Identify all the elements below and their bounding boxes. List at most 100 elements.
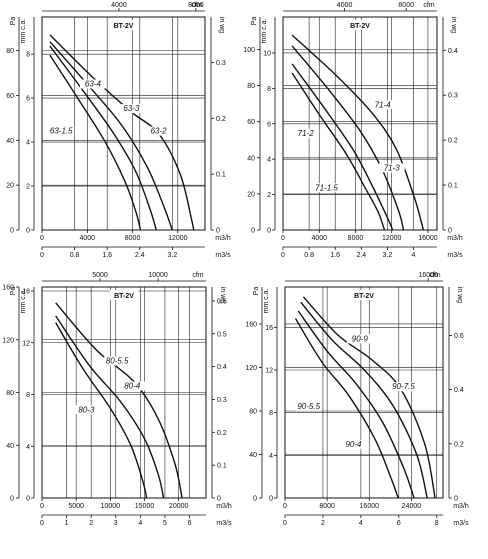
chart4-pa-tick-label: 160 — [245, 321, 257, 328]
chart4-m3s-tick-label: 6 — [397, 520, 401, 527]
chart3-m3h-label: m3/h — [216, 503, 232, 510]
chart4-mm-tick-label: 8 — [269, 410, 273, 417]
chart3-inwg-tick-label: 0.3 — [217, 397, 227, 404]
chart2-inwg-tick-label: 0.2 — [448, 138, 458, 145]
chart2-series-71-2 — [291, 63, 394, 231]
chart1-m3s-tick-label: 2.4 — [135, 252, 145, 259]
chart3-inwg-tick-label: 0.4 — [217, 364, 227, 371]
chart4-series-90-4 — [294, 318, 399, 499]
chart2-pa-tick-label: 20 — [247, 191, 255, 198]
chart4-m3h-tick-label: 16000 — [360, 503, 380, 510]
chart2-mm-tick-label: 0 — [267, 228, 271, 235]
chart2-curve-label: 71-1.5 — [315, 183, 338, 192]
chart3-inwg-tick-label: 0.2 — [217, 430, 227, 437]
chart2-m3h-tick-label: 12000 — [382, 235, 402, 242]
chart4-inwg-tick-label: 0.4 — [454, 387, 464, 394]
chart4-series-90-9 — [302, 296, 436, 499]
chart2-frame — [282, 16, 438, 231]
chart1-group — [16, 8, 214, 250]
chart2-m3s-tick-label: 3.2 — [383, 252, 393, 259]
chart2-m3s-tick-label: 1.6 — [330, 252, 340, 259]
chart1-pa-label: Pa — [10, 17, 17, 26]
chart1-pa-tick-label: 80 — [6, 48, 14, 55]
chart2-curve-label: 71-4 — [375, 100, 392, 109]
chart4-curve-label: 90-4 — [345, 440, 362, 449]
chart3-curve-label: 80-5.5 — [106, 356, 129, 365]
chart4-frame — [284, 286, 444, 499]
chart3-pa-label: Pa — [10, 287, 17, 296]
chart1-mm-label: mm c.a. — [20, 19, 27, 44]
chart1-inwg-label: in wg — [218, 17, 225, 33]
chart1-curve-label: 63-3 — [123, 104, 140, 113]
chart2-curve-label-bg — [292, 129, 319, 139]
chart3-m3s-tick-label: 1 — [65, 520, 69, 527]
chart3-cfm-label: cfm — [192, 272, 203, 279]
chart3-title-bg — [110, 290, 138, 300]
chart2-pa-label: Pa — [251, 17, 258, 26]
chart1-m3h-tick-label: 12000 — [168, 235, 188, 242]
chart3-m3h-tick-label: 10000 — [101, 503, 121, 510]
chart3-title: BT-2V — [114, 293, 134, 300]
chart4-inwg-tick-label: 0 — [454, 496, 458, 503]
chart4-inwg-tick-label: 0.6 — [454, 333, 464, 340]
chart3-m3s-tick-label: 6 — [188, 520, 192, 527]
chart4-title-bg — [350, 290, 378, 300]
chart3-series-80-5.5 — [55, 302, 183, 499]
chart4-m3h-tick-label: 24000 — [402, 503, 422, 510]
chart2-mm-tick-label: 10 — [263, 50, 271, 57]
chart2-m3h-label: m3/h — [447, 235, 463, 242]
chart3-curve-label: 80-4 — [124, 382, 141, 391]
chart1-pa-tick-label: 20 — [6, 183, 14, 190]
chart2-curve-label: 71-2 — [298, 129, 315, 138]
chart2-cfm-tick-label: 8000 — [398, 2, 414, 9]
chart4-curve-label: 90-7.5 — [392, 382, 415, 391]
chart1-inwg-tick-label: 0.2 — [216, 116, 226, 123]
chart4-m3h-tick-label: 8000 — [319, 503, 335, 510]
chart4-pa-tick-label: 40 — [249, 452, 257, 459]
chart2-curve-label-bg — [369, 100, 396, 110]
chart3-group — [16, 278, 215, 518]
chart1-curve-label-bg — [118, 104, 145, 114]
chart1-mm-tick-label: 2 — [26, 184, 30, 191]
chart1-cfm-tick-label: 8000 — [188, 2, 204, 9]
chart3-m3s-tick-label: 3 — [114, 520, 118, 527]
chart3-mm-label: mm c.a. — [20, 289, 27, 314]
chart2-mm-tick-label: 4 — [267, 157, 271, 164]
chart1-pa-tick-label: 0 — [10, 228, 14, 235]
chart3-m3s-label: m3/s — [216, 520, 232, 527]
chart4-mm-tick-label: 12 — [265, 367, 273, 374]
chart2-curve-label-bg — [313, 183, 340, 193]
chart2-curve-label: 71-3 — [384, 163, 401, 172]
chart3-pa-tick-label: 120 — [2, 337, 14, 344]
chart2-m3h-tick-label: 4000 — [311, 235, 327, 242]
chart1-m3s-tick-label: 1.6 — [102, 252, 112, 259]
chart1-curve-label: 63-4 — [85, 80, 102, 89]
chart2-series-71-1.5 — [291, 72, 386, 231]
chart2-mm-tick-label: 8 — [267, 86, 271, 93]
chart4-cfm-tick-label: 16000 — [418, 272, 438, 279]
chart3-m3h-tick-label: 15000 — [135, 503, 155, 510]
chart4-mm-tick-label: 16 — [265, 325, 273, 332]
chart3-pa-tick-label: 160 — [2, 285, 14, 292]
chart1-title: BT-2V — [114, 23, 134, 30]
chart3-mm-tick-label: 4 — [26, 444, 30, 451]
chart2-m3s-tick-label: 2.4 — [356, 252, 366, 259]
chart1-mm-tick-label: 6 — [26, 96, 30, 103]
chart1-curve-label: 63-1.5 — [50, 127, 73, 136]
chart2-series-71-4 — [291, 34, 425, 231]
chart3-inwg-tick-label: 0.1 — [217, 463, 227, 470]
chart2-mm-tick-label: 2 — [267, 192, 271, 199]
chart3-curve-label-bg — [104, 356, 131, 366]
chart1-frame — [41, 16, 206, 231]
chart1-m3h-tick-label: 4000 — [79, 235, 95, 242]
chart4-series-90-5.5 — [297, 310, 415, 499]
chart2-pa-tick-label: 0 — [251, 228, 255, 235]
chart3-m3h-tick-label: 5000 — [68, 503, 84, 510]
chart1-m3s-tick-label: 3.2 — [168, 252, 178, 259]
chart1-mm-tick-label: 4 — [26, 140, 30, 147]
chart4-curve-label-bg — [295, 401, 322, 411]
chart1-m3s-tick-label: 0 — [40, 252, 44, 259]
chart1-series-63-1.5 — [49, 54, 142, 231]
chart4-pa-tick-label: 120 — [245, 365, 257, 372]
